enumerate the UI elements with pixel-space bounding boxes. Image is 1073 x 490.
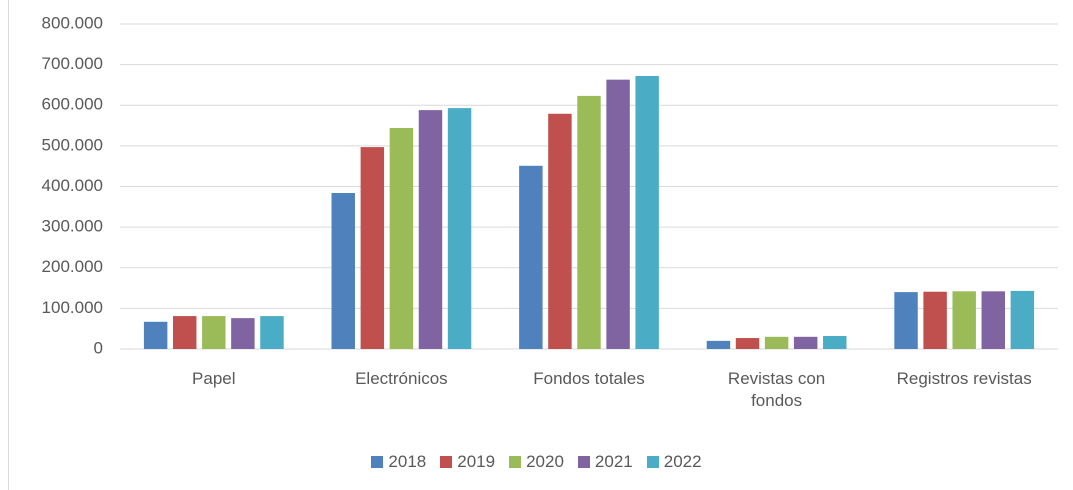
legend-swatch <box>509 456 522 468</box>
bar <box>447 108 472 349</box>
bar <box>418 110 443 349</box>
bar <box>735 338 760 349</box>
x-tick-label: Papel <box>192 369 236 388</box>
legend-label: 2018 <box>388 452 427 471</box>
bar <box>923 291 947 349</box>
legend-label: 2021 <box>594 452 633 471</box>
x-tick-label: Revistas con fondos <box>727 369 826 410</box>
bar <box>389 128 414 349</box>
y-tick-label: 300.000 <box>42 217 103 236</box>
bar <box>764 336 789 349</box>
bar <box>706 340 731 349</box>
x-tick-label: Registros revistas <box>896 369 1032 388</box>
legend-swatch <box>440 456 453 468</box>
y-tick-label: 100.000 <box>42 298 103 317</box>
y-tick-label: 400.000 <box>42 176 103 195</box>
bar <box>1010 290 1035 349</box>
bar <box>981 291 1006 349</box>
legend-item: 2021 <box>577 452 633 472</box>
legend: 2018 2019 2020 2021 2022 <box>0 452 1073 472</box>
y-tick-label: 700.000 <box>42 54 103 73</box>
y-tick-label: 500.000 <box>42 135 103 154</box>
legend-label: 2019 <box>457 452 496 471</box>
legend-swatch <box>646 456 659 468</box>
chart-border <box>8 0 9 490</box>
x-tick-label: Electrónicos <box>355 369 448 388</box>
bar <box>548 113 572 349</box>
legend-item: 2022 <box>646 452 702 472</box>
y-tick-label: 0 <box>94 338 103 357</box>
x-tick-label: Fondos totales <box>533 369 645 388</box>
y-tick-label: 800.000 <box>42 13 103 32</box>
bar <box>635 76 659 349</box>
y-tick-label: 600.000 <box>42 95 103 114</box>
bar <box>143 321 168 349</box>
bar <box>793 336 818 349</box>
legend-label: 2022 <box>663 452 702 471</box>
legend-item: 2018 <box>371 452 426 472</box>
legend-item: 2019 <box>440 452 495 472</box>
bar <box>231 318 255 349</box>
y-tick-label: 200.000 <box>42 257 103 276</box>
bar <box>823 336 847 349</box>
bar <box>331 193 355 349</box>
bar <box>952 291 976 349</box>
legend-swatch <box>371 456 384 468</box>
legend-item: 2020 <box>509 452 564 472</box>
bar <box>519 165 543 349</box>
bar <box>202 316 226 349</box>
bar <box>360 147 385 349</box>
bar <box>577 95 601 349</box>
legend-label: 2020 <box>526 452 564 471</box>
legend-swatch <box>577 456 590 468</box>
bar <box>172 316 197 349</box>
bar <box>260 316 284 349</box>
bar <box>606 79 630 349</box>
bar <box>894 292 918 349</box>
